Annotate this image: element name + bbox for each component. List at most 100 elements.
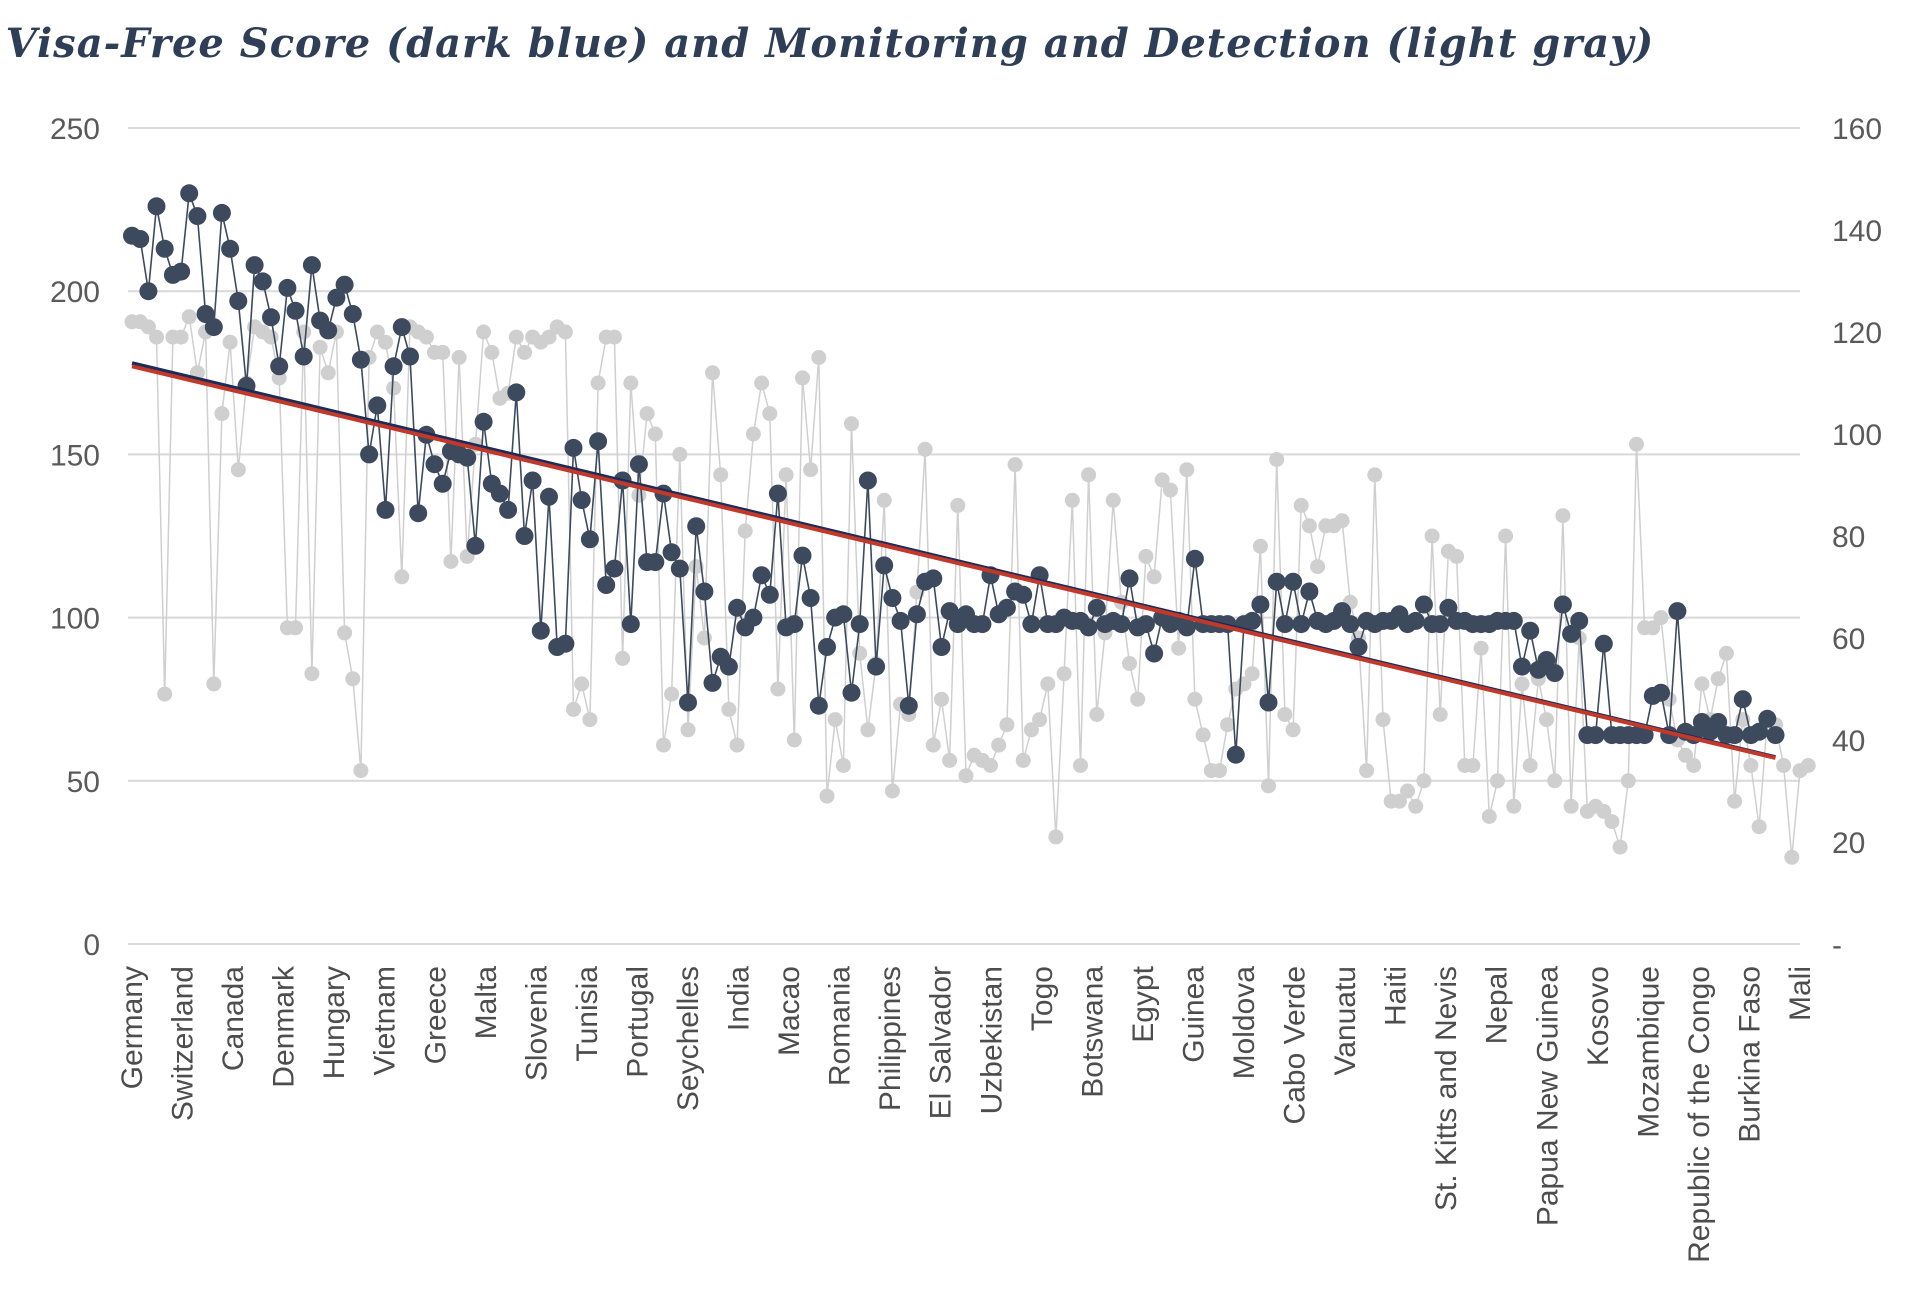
data-point [835,758,851,773]
data-point [858,471,877,490]
data-point [180,184,199,203]
data-point [1375,712,1391,728]
data-point [1341,615,1360,634]
data-point [1432,707,1448,722]
data-point [1048,829,1064,845]
data-point [1301,518,1317,534]
data-point [476,324,492,340]
data-point [1367,467,1383,483]
data-point [1710,671,1726,687]
data-point [590,375,606,391]
data-point [925,737,941,753]
data-point [360,445,379,464]
data-point [719,657,738,676]
x-category-label: Canada [217,966,250,1071]
data-point [1185,549,1204,568]
data-point [451,350,467,365]
data-point [312,339,328,355]
data-point [1733,690,1752,709]
data-point [785,615,804,634]
left-tick-label: 200 [50,276,100,309]
data-point [940,602,959,621]
data-point [541,329,557,345]
data-point [181,309,197,325]
data-point [1310,559,1326,575]
data-point [320,365,336,381]
data-point [1136,615,1155,634]
data-point [687,517,706,536]
x-category-label: Nepal [1481,966,1514,1044]
data-point [335,275,354,294]
data-point [1105,492,1121,508]
data-point [286,301,305,320]
data-point [1522,758,1538,773]
data-point [713,467,729,483]
data-point [803,462,819,478]
data-point [1645,620,1661,636]
data-point [507,383,526,402]
data-point [490,484,509,503]
data-point [760,585,779,604]
data-point [752,566,771,585]
data-point [1750,722,1769,741]
data-point [1498,528,1514,544]
x-category-label: Papua New Guinea [1531,966,1564,1226]
right-tick-label: 120 [1832,317,1882,350]
data-point [778,467,794,483]
data-point [499,500,518,519]
data-point [629,455,648,474]
data-point [1718,645,1734,661]
data-point [884,783,900,799]
x-category-label: Hungary [318,966,351,1079]
data-point [1766,726,1785,745]
data-point [1537,651,1556,669]
data-point [196,305,215,323]
data-point [1293,497,1309,513]
data-point [1604,814,1620,830]
data-point [1506,798,1522,814]
data-point [508,329,524,345]
data-point [983,758,998,773]
data-point [679,693,697,712]
data-point [212,203,231,222]
data-point [703,673,722,692]
data-point [1490,773,1505,789]
data-point [1594,634,1613,653]
data-point [932,638,951,656]
data-point [744,608,763,627]
data-point [557,324,573,340]
left-tick-label: 100 [50,603,100,636]
x-axis-category-labels: Germany Switzerland Canada Denmark Hungary Vi… [116,965,1817,1263]
data-point [942,752,958,768]
data-point [1349,638,1368,656]
data-point [188,207,207,226]
data-point [540,487,558,506]
x-category-label: Kosovo [1582,966,1615,1066]
data-point [245,256,264,275]
data-point [1416,773,1432,789]
data-point [253,272,272,291]
data-point [1612,839,1628,855]
data-point [1678,747,1693,763]
data-point [1130,691,1146,707]
chart-title: Visa-Free Score (dark blue) and Monitori… [5,20,1655,67]
data-point [368,396,387,415]
data-point [302,256,321,275]
data-point [589,432,608,451]
data-point [1073,758,1088,773]
data-point [386,380,402,396]
data-point [1015,752,1031,768]
data-point [1023,722,1039,738]
data-point [1243,611,1262,630]
data-point [1226,745,1245,764]
right-tick-label: 40 [1832,725,1865,758]
data-point [670,559,689,578]
data-point [621,615,640,634]
data-point [1284,572,1303,591]
data-point [958,768,974,784]
data-point [1596,803,1612,819]
data-point [809,696,828,715]
data-point [1743,758,1759,773]
data-point [147,197,166,216]
data-point [1007,457,1023,473]
